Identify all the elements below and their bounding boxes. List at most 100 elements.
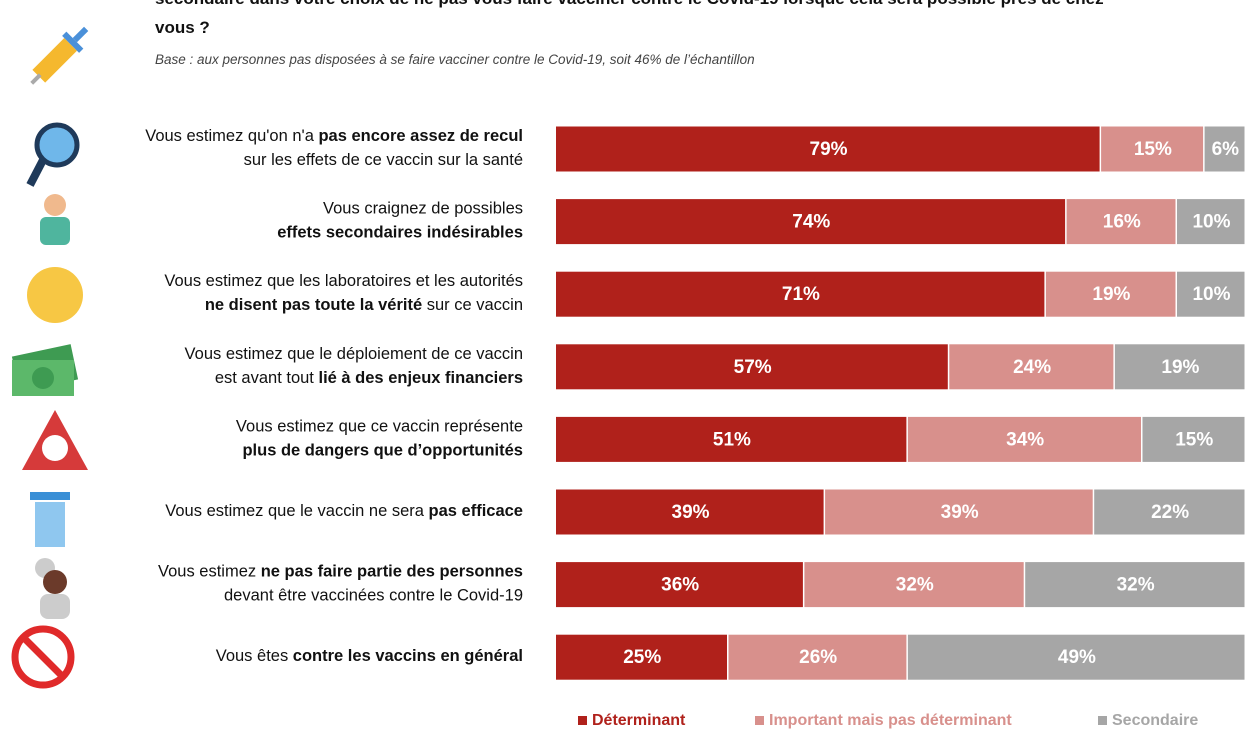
bar-segment: [556, 416, 907, 462]
legend-swatch: [1098, 716, 1107, 725]
category-label-part: contre les vaccins en général: [293, 648, 523, 666]
category-label: Vous estimez que le vaccin ne sera pas e…: [165, 502, 523, 520]
category-label-part: devant être vaccinées contre le Covid-19: [224, 587, 523, 605]
bar-segment: [556, 271, 1045, 317]
value-label: 26%: [799, 647, 837, 668]
category-label: plus de dangers que d’opportunités: [242, 442, 523, 460]
category-label-part: sur ce vaccin: [422, 297, 523, 315]
category-label: sur les effets de ce vaccin sur la santé: [244, 151, 523, 169]
value-label: 15%: [1134, 139, 1172, 160]
legend-swatch: [578, 716, 587, 725]
bar-segment: [1177, 199, 1245, 245]
category-label-part: pas efficace: [429, 502, 523, 520]
value-label: 34%: [1006, 429, 1044, 450]
value-label: 39%: [672, 502, 710, 523]
category-label: Vous êtes contre les vaccins en général: [216, 648, 523, 666]
bar-segment: [1101, 126, 1204, 172]
value-label: 16%: [1103, 212, 1141, 233]
bar-segment: [556, 634, 727, 680]
danger-icon: [22, 410, 88, 470]
value-label: 36%: [661, 575, 699, 596]
category-label-part: Vous estimez que les laboratoires et les…: [164, 273, 523, 291]
bar-segment: [1204, 126, 1245, 172]
legend-label: Secondaire: [1112, 712, 1198, 729]
value-label: 19%: [1161, 357, 1199, 378]
value-label: 25%: [623, 647, 661, 668]
category-label-part: sur les effets de ce vaccin sur la santé: [244, 151, 523, 169]
bar-segment: [804, 562, 1024, 608]
value-label: 32%: [1117, 575, 1155, 596]
category-label-part: Vous estimez que le déploiement de ce va…: [185, 345, 523, 363]
category-label: ne disent pas toute la vérité sur ce vac…: [205, 297, 523, 315]
value-label: 79%: [810, 139, 848, 160]
category-label-part: Vous estimez que le vaccin ne sera: [165, 502, 428, 520]
category-label: Vous craignez de possibles: [323, 200, 523, 218]
bar-segment: [825, 489, 1093, 535]
trash-icon: [30, 492, 70, 547]
value-label: 22%: [1151, 502, 1189, 523]
bar-segment: [556, 489, 824, 535]
bar-segment: [949, 344, 1114, 390]
category-label: devant être vaccinées contre le Covid-19: [224, 587, 523, 605]
category-label-part: Vous estimez qu'on n'a: [145, 127, 318, 145]
value-label: 10%: [1192, 284, 1230, 305]
bar-segment: [556, 126, 1100, 172]
category-label-part: Vous estimez que ce vaccin représente: [236, 418, 523, 436]
bar-segment: [556, 344, 948, 390]
bar-segment: [556, 199, 1066, 245]
category-label-part: ne disent pas toute la vérité: [205, 297, 422, 315]
category-label-part: pas encore assez de recul: [318, 127, 523, 145]
chart-title: secondaire dans votre choix de ne pas vo…: [155, 0, 1104, 8]
bar-segment: [728, 634, 907, 680]
category-label-part: lié à des enjeux financiers: [318, 369, 523, 387]
crowd-icon: [35, 558, 70, 619]
legend-label: Déterminant: [592, 712, 686, 729]
category-label-part: plus de dangers que d’opportunités: [242, 442, 523, 460]
category-label-part: Vous êtes: [216, 648, 293, 666]
no-vaccine-icon: [11, 625, 75, 689]
value-label: 39%: [941, 502, 979, 523]
bar-segment: [1094, 489, 1245, 535]
value-label: 32%: [896, 575, 934, 596]
bar-segment: [1114, 344, 1245, 390]
category-label-part: ne pas faire partie des personnes: [261, 563, 523, 581]
bar-segment: [907, 416, 1141, 462]
value-label: 49%: [1058, 647, 1096, 668]
value-label: 6%: [1212, 139, 1240, 160]
value-label: 57%: [734, 357, 772, 378]
value-label: 15%: [1175, 429, 1213, 450]
magnifier-icon: [26, 122, 80, 187]
category-label-part: Vous craignez de possibles: [323, 200, 523, 218]
value-label: 51%: [713, 429, 751, 450]
category-label-part: est avant tout: [215, 369, 319, 387]
icons: [11, 26, 89, 689]
legend-label: Important mais pas déterminant: [769, 712, 1012, 729]
bar-segment: [1066, 199, 1176, 245]
category-label: est avant tout lié à des enjeux financie…: [215, 369, 523, 387]
chart-subtitle: Base : aux personnes pas disposées à se …: [155, 52, 755, 67]
emoji-icon: [27, 267, 83, 323]
bar-segment: [1177, 271, 1245, 317]
person-icon: [40, 194, 70, 245]
category-label: Vous estimez que les laboratoires et les…: [164, 273, 523, 291]
value-label: 10%: [1192, 212, 1230, 233]
value-label: 74%: [792, 212, 830, 233]
category-label: Vous estimez que ce vaccin représente: [236, 418, 523, 436]
bar-segment: [1142, 416, 1245, 462]
value-label: 71%: [782, 284, 820, 305]
syringe-icon: [30, 26, 89, 85]
legend-swatch: [755, 716, 764, 725]
category-label-part: effets secondaires indésirables: [277, 224, 523, 242]
bar-segment: [907, 634, 1245, 680]
category-label: Vous estimez ne pas faire partie des per…: [158, 563, 523, 581]
chart-title: vous ?: [155, 18, 210, 37]
category-label: effets secondaires indésirables: [277, 224, 523, 242]
bar-segment: [1025, 562, 1245, 608]
bar-segment: [556, 562, 803, 608]
value-label: 24%: [1013, 357, 1051, 378]
money-icon: [11, 344, 79, 396]
bar-segment: [1045, 271, 1176, 317]
category-label: Vous estimez qu'on n'a pas encore assez …: [145, 127, 523, 145]
category-label: Vous estimez que le déploiement de ce va…: [185, 345, 523, 363]
